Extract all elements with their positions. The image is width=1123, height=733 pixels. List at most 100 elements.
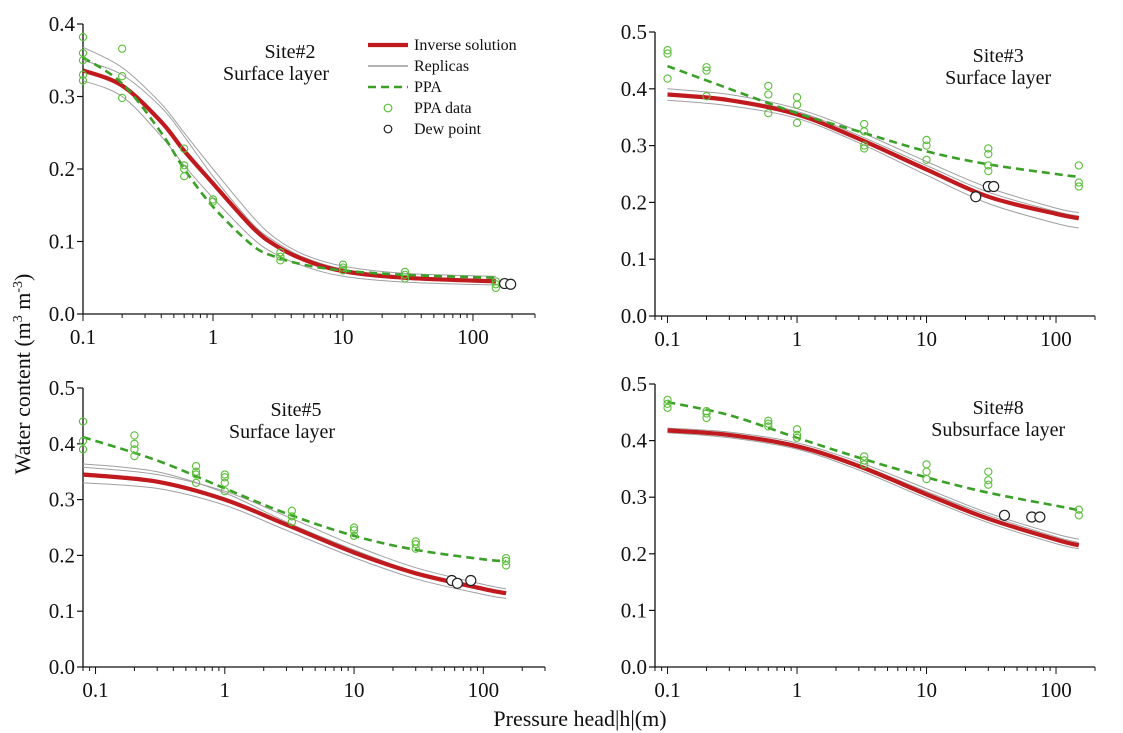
- ppa-data-point: [764, 422, 773, 431]
- ppa-data-point: [180, 172, 189, 181]
- x-tick-label: 0.1: [70, 325, 96, 349]
- y-tick-label: 0.4: [49, 432, 76, 456]
- panel-subtitle: Surface layer: [223, 63, 329, 85]
- ppa-data-point: [764, 419, 773, 428]
- ppa-data-point: [220, 470, 229, 479]
- ppa-data-point: [702, 66, 711, 75]
- ppa-data-point: [220, 473, 229, 482]
- dew-point: [465, 574, 477, 587]
- ppa-data-point: [984, 149, 993, 159]
- dew-point: [988, 180, 1000, 193]
- ppa-data-point: [180, 144, 189, 153]
- ppa-data-point: [663, 49, 672, 58]
- dew-point: [1034, 511, 1046, 523]
- ppa-data-point: [191, 470, 201, 479]
- ppa-data-point: [276, 252, 285, 261]
- ppa-data-point: [338, 260, 348, 269]
- ppa-data-point: [984, 167, 993, 176]
- ppa-data-point: [78, 56, 88, 65]
- ppa-data-point: [191, 461, 201, 471]
- legend-label: Dew point: [414, 121, 482, 138]
- ppa-data-point: [400, 267, 410, 277]
- x-tick-label: 1: [220, 678, 231, 702]
- ppa-data-point: [792, 93, 802, 102]
- replica-line: [667, 88, 1079, 214]
- ppa-data-point: [130, 439, 139, 448]
- ppa-data-point: [117, 72, 127, 81]
- x-tick-label: 100: [1040, 327, 1072, 351]
- dew-point: [970, 191, 982, 203]
- x-tick-label: 0.1: [654, 327, 680, 351]
- ppa-data-point: [349, 526, 359, 535]
- ppa-data-point: [922, 474, 931, 484]
- ppa-data-point: [922, 460, 931, 469]
- ppa-data-point: [663, 395, 672, 404]
- replica-line: [667, 428, 1079, 543]
- x-tick-label: 0.1: [654, 678, 680, 702]
- dew-point: [451, 577, 463, 589]
- y-tick-label: 0.3: [49, 488, 75, 512]
- legend-label: PPA data: [414, 100, 472, 117]
- ppa-data-point: [287, 517, 296, 527]
- panel-subtitle: Subsurface layer: [931, 419, 1065, 441]
- ppa-data-point: [130, 431, 139, 440]
- ppa-data-point: [349, 523, 359, 532]
- y-tick-label: 0.1: [621, 598, 647, 622]
- ppa-data-point: [180, 161, 189, 170]
- ppa-data-point: [663, 399, 672, 408]
- ppa-data-point: [922, 141, 931, 150]
- ppa-line: [82, 435, 507, 563]
- y-tick-label: 0.5: [49, 376, 75, 400]
- x-tick-label: 100: [457, 325, 489, 349]
- x-tick-label: 1: [208, 325, 219, 349]
- ppa-data-point: [491, 283, 501, 293]
- ppa-data-point: [663, 46, 672, 55]
- ppa-data-point: [411, 544, 420, 553]
- replica-line: [667, 92, 1079, 217]
- inverse-line: [667, 428, 1080, 548]
- ppa-data-point: [792, 100, 802, 109]
- ppa-data-point: [860, 456, 869, 465]
- y-tick-label: 0.0: [621, 304, 647, 328]
- ppa-data-point: [78, 32, 88, 42]
- y-tick-label: 0.2: [621, 190, 647, 214]
- panel-3: 0.0 0.1 0.2 0.3 0.4 0.5 0.1 1 10 100 Site#5Surface…: [49, 376, 546, 702]
- replica-line: [82, 80, 496, 286]
- x-tick-label: 10: [332, 325, 353, 349]
- ppa-data-point: [78, 436, 88, 446]
- ppa-data-point: [78, 70, 88, 79]
- y-tick-label: 0.5: [621, 20, 647, 44]
- ppa-data-point: [860, 141, 869, 150]
- ppa-data-point: [984, 467, 993, 476]
- ppa-data-point: [191, 478, 201, 488]
- y-tick-label: 0.1: [49, 599, 75, 623]
- legend-swatch: [383, 103, 393, 113]
- ppa-data-point: [501, 561, 511, 570]
- y-tick-label: 0.0: [621, 655, 647, 679]
- replica-line: [82, 482, 507, 599]
- ppa-data-point: [117, 93, 127, 103]
- legend: Inverse solution Replicas PPA PPA data Dew p…: [368, 37, 517, 138]
- y-tick-label: 0.1: [621, 247, 647, 271]
- x-tick-label: 1: [792, 327, 803, 351]
- panel-title: Site#3: [973, 45, 1024, 67]
- ppa-data-point: [287, 506, 296, 515]
- ppa-data-point: [792, 425, 802, 434]
- ppa-data-point: [1074, 505, 1083, 514]
- inverse-line: [82, 68, 496, 284]
- y-tick-label: 0.2: [49, 157, 75, 181]
- y-tick-label: 0.3: [621, 485, 647, 509]
- panel-title: Site#5: [270, 399, 321, 421]
- ppa-data-point: [984, 144, 993, 153]
- panel-4: 0.0 0.1 0.2 0.3 0.4 0.5 0.1 1 10 100 Site#8Subsurf…: [621, 372, 1096, 702]
- ppa-line: [667, 400, 1080, 512]
- ppa-data-point: [764, 416, 773, 425]
- ppa-data-point: [663, 74, 672, 83]
- x-tick-label: 10: [916, 327, 937, 351]
- ppa-data-point: [501, 556, 511, 566]
- ppa-data-point: [287, 512, 296, 521]
- ppa-data-point: [220, 487, 229, 496]
- inverse-line: [82, 472, 507, 596]
